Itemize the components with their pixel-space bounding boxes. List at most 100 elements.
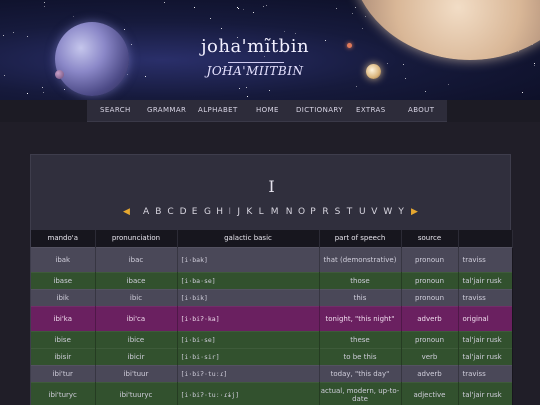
cell-pronunciation: ibicir <box>95 347 178 365</box>
alphabet-letter-w[interactable]: W <box>383 207 393 217</box>
nav-alphabet[interactable]: ALPHABET <box>198 106 238 114</box>
star <box>194 7 195 8</box>
cell-part-of-speech: adverb <box>401 305 459 331</box>
next-letter-arrow-icon[interactable]: ▶ <box>411 207 418 217</box>
column-header-pronunciation[interactable]: pronunciation <box>95 230 178 247</box>
nav-about[interactable]: ABOUT <box>408 106 435 114</box>
cell-mandoa: ibi'turyc <box>31 381 96 405</box>
table-row[interactable]: ibi'tur ibi'tuur [i·biʔ·tuːɾ] today, "this … <box>31 364 513 382</box>
star <box>238 8 239 9</box>
alphabet-letter-e[interactable]: E <box>191 207 198 217</box>
alphabet-letter-j[interactable]: J <box>237 207 241 217</box>
alphabet-letter-p[interactable]: P <box>310 207 316 217</box>
alphabet-letter-g[interactable]: G <box>204 207 211 217</box>
alphabet-letter-k[interactable]: K <box>246 207 253 217</box>
alphabet-letter-y[interactable]: Y <box>398 207 404 217</box>
alphabet-letter-b[interactable]: B <box>155 207 162 217</box>
alphabet-letter-a[interactable]: A <box>143 207 150 217</box>
cell-galactic-basic: actual, modern, up-to-date <box>319 381 402 405</box>
star <box>13 32 14 33</box>
alphabet-letter-t[interactable]: T <box>346 207 353 217</box>
star <box>352 13 353 14</box>
column-header-source[interactable]: source <box>401 230 459 247</box>
cell-part-of-speech: adverb <box>401 364 459 382</box>
star <box>522 92 523 93</box>
star <box>266 5 267 6</box>
cell-part-of-speech: pronoun <box>401 330 459 348</box>
star <box>222 68 223 69</box>
star <box>3 35 4 36</box>
star <box>243 9 244 10</box>
table-row[interactable]: ibi'turyc ibi'tuuryc [i·biʔ·tuː·ɾɨj] actual… <box>31 381 513 405</box>
star <box>43 92 44 93</box>
nav-search[interactable]: SEARCH <box>100 106 131 114</box>
column-header-mandoa[interactable]: mando'a <box>31 230 96 247</box>
star <box>534 65 535 66</box>
nav-dictionary[interactable]: DICTIONARY <box>296 106 343 114</box>
alphabet-letter-r[interactable]: R <box>322 207 329 217</box>
header-banner: joha'mĩtbin JOHA'MIITBIN <box>0 0 540 100</box>
star <box>247 96 248 97</box>
cell-galactic-basic: this <box>319 288 402 306</box>
cell-ipa: [i·bi·sir] <box>177 347 320 365</box>
cell-ipa: [i·biʔ·ka] <box>177 305 320 331</box>
table-header-row: mando'a pronunciation galactic basic par… <box>31 230 513 247</box>
alphabet-letter-d[interactable]: D <box>179 207 187 217</box>
cell-mandoa: ibak <box>31 246 96 272</box>
cell-ipa: [i·bik] <box>177 288 320 306</box>
alphabet-letter-m[interactable]: M <box>270 207 279 217</box>
star <box>263 6 264 7</box>
alphabet-letter-v[interactable]: V <box>371 207 378 217</box>
site-title[interactable]: joha'mĩtbin <box>200 36 310 57</box>
cell-mandoa: ibisir <box>31 347 96 365</box>
cell-part-of-speech: pronoun <box>401 271 459 289</box>
alphabet-letter-s[interactable]: S <box>334 207 341 217</box>
alphabet-letter-h[interactable]: H <box>216 207 223 217</box>
ringed-planet-illustration <box>350 0 540 60</box>
table-row[interactable]: ibi'ka ibi'ca [i·biʔ·ka] tonight, "this nig… <box>31 305 513 331</box>
cell-part-of-speech: pronoun <box>401 288 459 306</box>
nav-bar: SEARCH GRAMMAR ALPHABET HOME DICTIONARY … <box>87 100 447 122</box>
star <box>403 64 404 65</box>
table-row[interactable]: ibik ibic [i·bik] this pronoun traviss <box>31 288 513 306</box>
alphabet-letter-l[interactable]: L <box>258 207 264 217</box>
column-header-galactic-basic[interactable]: galactic basic <box>177 230 320 247</box>
previous-letter-arrow-icon[interactable]: ◀ <box>123 207 130 217</box>
cell-galactic-basic: that (demonstrative) <box>319 246 402 272</box>
star <box>405 78 406 79</box>
star <box>27 36 28 37</box>
nav-grammar[interactable]: GRAMMAR <box>147 106 187 114</box>
alphabet-letter-u[interactable]: U <box>359 207 366 217</box>
star <box>246 87 247 88</box>
star <box>267 43 268 44</box>
cell-ipa: [i·biʔ·tuː·ɾɨj] <box>177 381 320 405</box>
cell-part-of-speech: verb <box>401 347 459 365</box>
table-row[interactable]: ibase ibace [i·ba·se] those pronoun tal'jair … <box>31 271 513 289</box>
cell-source: tal'jair rusk <box>458 347 513 365</box>
alphabet-letter-c[interactable]: C <box>167 207 174 217</box>
nav-extras[interactable]: EXTRAS <box>356 106 386 114</box>
star <box>284 31 285 32</box>
table-row[interactable]: ibisir ibicir [i·bi·sir] to be this verb tal'… <box>31 347 513 365</box>
cell-galactic-basic: tonight, "this night" <box>319 305 402 331</box>
star <box>336 8 337 9</box>
star <box>295 33 296 34</box>
column-header-part-of-speech[interactable]: part of speech <box>319 230 402 247</box>
star <box>164 2 165 3</box>
cell-ipa: [i·bak] <box>177 246 320 272</box>
alphabet-letter-n[interactable]: N <box>285 207 293 217</box>
star <box>221 28 222 29</box>
red-star-illustration <box>347 43 352 48</box>
cell-part-of-speech: adjective <box>401 381 459 405</box>
star <box>253 12 254 13</box>
alphabet-letter-o[interactable]: O <box>298 207 306 217</box>
cell-mandoa: ibase <box>31 271 96 289</box>
table-row[interactable]: ibak ibac [i·bak] that (demonstrative) prono… <box>31 246 513 272</box>
table-row[interactable]: ibise ibice [i·bi·se] these pronoun tal'jair … <box>31 330 513 348</box>
cell-pronunciation: ibi'tuuryc <box>95 381 178 405</box>
star <box>302 48 303 49</box>
cell-pronunciation: ibace <box>95 271 178 289</box>
star <box>448 84 449 85</box>
nav-home[interactable]: HOME <box>256 106 279 114</box>
